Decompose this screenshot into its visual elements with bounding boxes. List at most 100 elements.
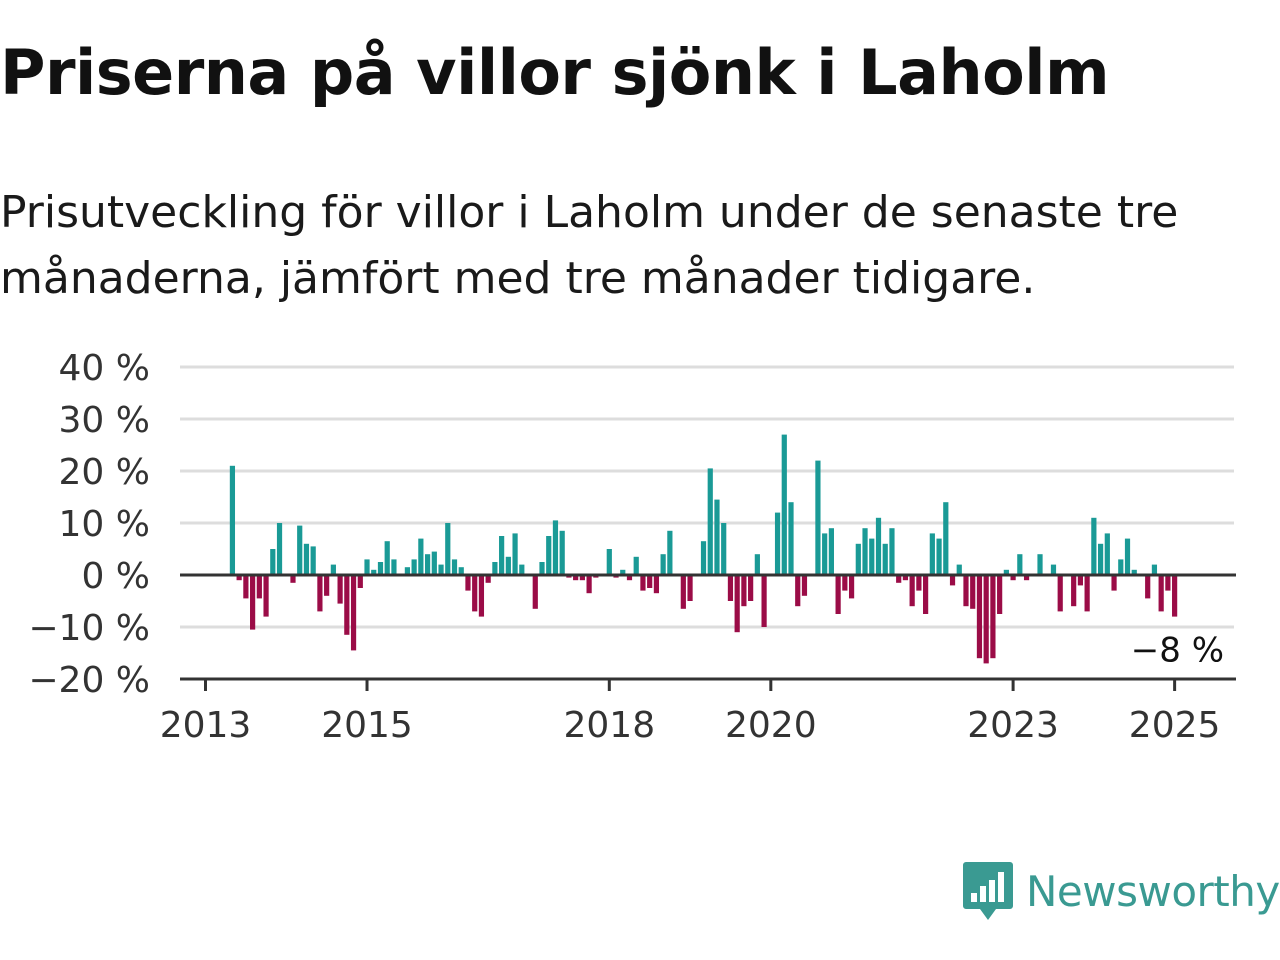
last-value-label: −8 % bbox=[1131, 631, 1224, 671]
bar bbox=[472, 575, 478, 612]
y-tick-label: −10 % bbox=[28, 608, 150, 649]
bar bbox=[344, 575, 350, 635]
bar bbox=[862, 528, 868, 575]
bar bbox=[997, 575, 1003, 614]
bar bbox=[303, 543, 310, 575]
y-tick-label: 30 % bbox=[59, 400, 150, 441]
bar bbox=[532, 575, 538, 609]
bar bbox=[1131, 569, 1137, 575]
bar bbox=[573, 575, 579, 581]
bar-chart: 40 %30 %20 %10 %0 %−10 %−20 % 2013 2015 20… bbox=[28, 348, 1236, 746]
bar bbox=[916, 575, 922, 591]
bar bbox=[848, 575, 855, 599]
bar bbox=[236, 575, 242, 581]
bar bbox=[371, 569, 377, 575]
bar bbox=[956, 564, 962, 575]
bar bbox=[539, 562, 545, 575]
bar bbox=[1077, 575, 1083, 586]
bar bbox=[923, 575, 929, 614]
bar bbox=[310, 546, 316, 575]
chart-title: Priserna på villor sjönk i Laholm bbox=[0, 36, 1110, 109]
bar bbox=[391, 559, 397, 575]
bar bbox=[492, 562, 498, 575]
bar bbox=[411, 559, 417, 575]
bar bbox=[256, 575, 262, 599]
bar bbox=[1017, 554, 1023, 575]
bar bbox=[263, 575, 269, 617]
bar bbox=[633, 556, 639, 575]
bar bbox=[875, 517, 882, 575]
bar bbox=[754, 554, 760, 575]
bar bbox=[929, 533, 935, 575]
bar bbox=[647, 575, 653, 588]
bar bbox=[687, 575, 693, 601]
bar bbox=[431, 551, 437, 575]
bar bbox=[748, 575, 754, 601]
bar bbox=[350, 575, 357, 651]
bar bbox=[418, 538, 424, 575]
bar bbox=[229, 465, 236, 575]
bar bbox=[774, 512, 781, 575]
bar bbox=[1071, 575, 1077, 607]
bar bbox=[438, 564, 444, 575]
y-tick-label: 10 % bbox=[59, 504, 150, 545]
y-axis-tick-labels: 40 % 30 % 20 % 10 % 0 % −10 % −20 % bbox=[28, 348, 150, 701]
y-tick-label: 0 % bbox=[81, 556, 150, 597]
bar bbox=[485, 575, 491, 583]
bar bbox=[1124, 538, 1131, 575]
bar bbox=[546, 536, 552, 575]
bar bbox=[949, 575, 956, 586]
bar bbox=[559, 530, 565, 575]
bar bbox=[1145, 575, 1151, 599]
bar bbox=[653, 575, 660, 594]
bar bbox=[727, 575, 734, 601]
bar bbox=[404, 567, 410, 575]
bar bbox=[626, 575, 633, 581]
bar bbox=[936, 538, 942, 575]
bar bbox=[324, 575, 330, 596]
bar bbox=[835, 575, 841, 614]
x-tick-label: 2025 bbox=[1129, 705, 1221, 746]
y-tick-label: −20 % bbox=[28, 660, 150, 701]
x-tick-label: 2018 bbox=[563, 705, 655, 746]
bar bbox=[357, 575, 363, 588]
bar bbox=[1111, 575, 1117, 591]
bar bbox=[276, 523, 283, 575]
bar bbox=[1172, 575, 1178, 617]
bar bbox=[552, 520, 559, 575]
bar bbox=[384, 541, 390, 575]
bar bbox=[1037, 554, 1043, 575]
bar bbox=[519, 564, 525, 575]
bar bbox=[586, 575, 592, 594]
bar bbox=[640, 575, 646, 591]
bar bbox=[424, 554, 431, 575]
bar bbox=[734, 575, 740, 633]
bar bbox=[1023, 575, 1030, 581]
bar bbox=[882, 543, 888, 575]
bar bbox=[606, 549, 612, 575]
bar bbox=[990, 575, 996, 659]
bar bbox=[1165, 575, 1171, 591]
x-tick-label: 2013 bbox=[160, 705, 252, 746]
bar bbox=[337, 575, 343, 604]
bar bbox=[250, 575, 256, 630]
bar bbox=[700, 541, 707, 575]
bar bbox=[714, 499, 720, 575]
bar bbox=[465, 575, 471, 591]
bar bbox=[1151, 564, 1158, 575]
bar bbox=[781, 434, 787, 575]
bar bbox=[445, 523, 451, 575]
bar bbox=[330, 564, 336, 575]
y-tick-label: 20 % bbox=[59, 452, 150, 493]
y-tick-label: 40 % bbox=[59, 348, 150, 389]
newsworthy-logo-icon bbox=[963, 862, 1013, 920]
bar bbox=[970, 575, 976, 609]
bar bbox=[270, 549, 276, 575]
bar bbox=[855, 543, 861, 575]
bar bbox=[364, 559, 370, 575]
chart-subtitle: Prisutveckling för villor i Laholm under… bbox=[0, 187, 1179, 304]
bar bbox=[815, 460, 821, 575]
bar bbox=[1104, 533, 1110, 575]
bar bbox=[620, 569, 626, 575]
x-tick-label: 2023 bbox=[967, 705, 1059, 746]
